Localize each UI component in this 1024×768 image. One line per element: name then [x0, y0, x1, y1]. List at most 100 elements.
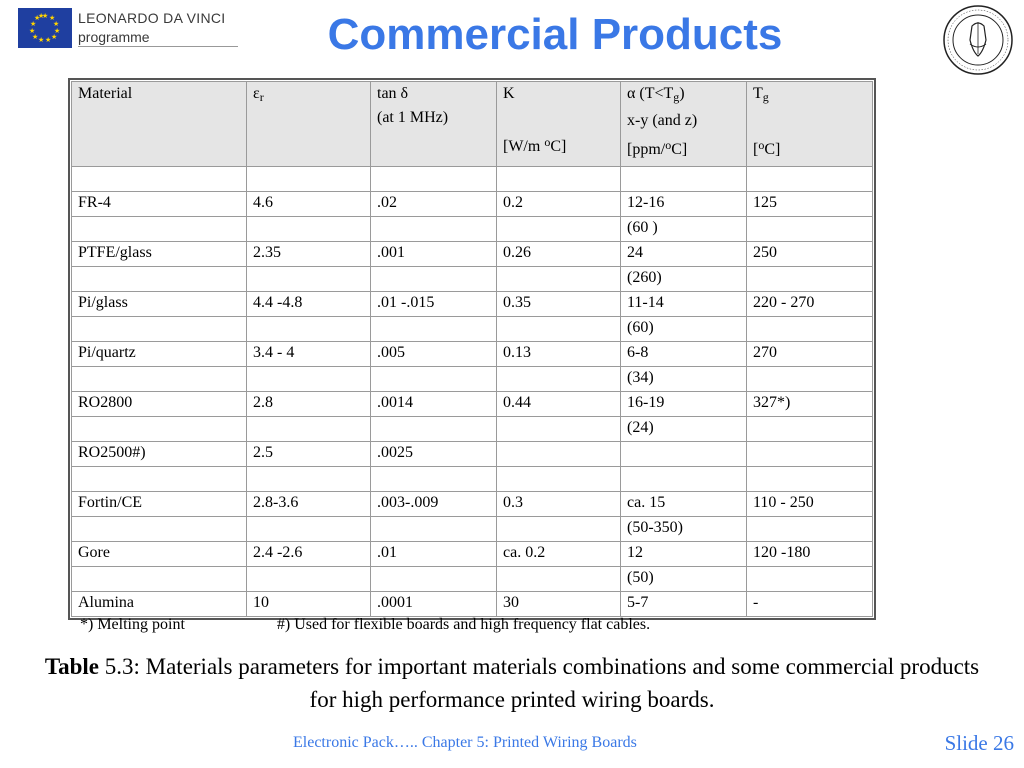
table-cell: 0.3 [496, 491, 621, 517]
header-expansion: α (T<Tg) x-y (and z) [ppm/oC] [620, 81, 747, 167]
table-cell: 2.8-3.6 [246, 491, 371, 517]
table-cell: ca. 0.2 [496, 541, 621, 567]
table-row: RO2800 2.8.0014 0.44 16-19 327*) [71, 391, 873, 417]
footnote-flexible-boards: #) Used for flexible boards and high fre… [276, 616, 651, 633]
table-cell [370, 216, 497, 242]
table-cell [71, 516, 247, 542]
table-cell: 0.35 [496, 291, 621, 317]
eu-flag-icon: ★ ★ ★ ★ ★ ★ ★ ★ ★ ★ ★ ★ [18, 8, 72, 48]
table-cell [496, 316, 621, 342]
table-cell: 0.44 [496, 391, 621, 417]
table-cell: 2.8 [246, 391, 371, 417]
table-cell [746, 316, 873, 342]
table-row: Fortin/CE 2.8-3.6.003-.009 0.3 ca. 15 110 - … [71, 491, 873, 517]
table-cell [496, 166, 621, 192]
table-cell: .005 [370, 341, 497, 367]
table-row [71, 466, 873, 492]
table-row: (50) [71, 566, 873, 592]
table-cell: 2.4 -2.6 [246, 541, 371, 567]
table-cell: 0.2 [496, 191, 621, 217]
table-cell [746, 166, 873, 192]
table-cell [246, 266, 371, 292]
table-cell: (60 ) [620, 216, 747, 242]
table-row: (60) [71, 316, 873, 342]
table-cell [71, 216, 247, 242]
table-row [71, 166, 873, 192]
table-cell: 270 [746, 341, 873, 367]
table-cell: .01 [370, 541, 497, 567]
table-cell [620, 166, 747, 192]
table-cell [496, 566, 621, 592]
table-cell: 4.4 -4.8 [246, 291, 371, 317]
table-cell [746, 516, 873, 542]
table-cell: 120 -180 [746, 541, 873, 567]
table-cell: 327*) [746, 391, 873, 417]
table-cell [746, 566, 873, 592]
table-cell [71, 266, 247, 292]
table-cell: - [746, 591, 873, 617]
table-caption: Table 5.3: Materials parameters for impo… [40, 650, 984, 716]
table-row: PTFE/glass 2.35.001 0.26 24 250 [71, 241, 873, 267]
table-cell: 0.26 [496, 241, 621, 267]
table-cell: Alumina [71, 591, 247, 617]
table-cell: RO2500#) [71, 441, 247, 467]
table-cell: Pi/glass [71, 291, 247, 317]
table-cell [246, 416, 371, 442]
table-cell [496, 466, 621, 492]
table-cell: Pi/quartz [71, 341, 247, 367]
table-cell: 250 [746, 241, 873, 267]
table-cell [370, 316, 497, 342]
table-cell [71, 466, 247, 492]
logo-line1: LEONARDO DA VINCI [78, 10, 226, 26]
table-cell: (50-350) [620, 516, 747, 542]
table-cell: RO2800 [71, 391, 247, 417]
header-thermal-conductivity: K [W/m oC] [496, 81, 621, 167]
footnote-melting-point: *) Melting point [80, 616, 185, 633]
table-cell [71, 366, 247, 392]
table-row: (60 ) [71, 216, 873, 242]
table-cell: .0025 [370, 441, 497, 467]
table-cell: (34) [620, 366, 747, 392]
table-cell [496, 216, 621, 242]
table-cell [496, 266, 621, 292]
table-header-row: Material εr tan δ (at 1 MHz) K [W/m oC] α… [71, 81, 873, 167]
table-cell: .01 -.015 [370, 291, 497, 317]
table-row: Alumina 10.0001 30 5-7- [71, 591, 873, 617]
table-cell [370, 516, 497, 542]
table-row: (50-350) [71, 516, 873, 542]
table-cell [496, 416, 621, 442]
table-cell [496, 516, 621, 542]
university-seal-icon [943, 5, 1013, 75]
header-permittivity: εr [246, 81, 371, 167]
table-cell: 2.5 [246, 441, 371, 467]
table-cell: .0001 [370, 591, 497, 617]
table-cell [496, 441, 621, 467]
table-cell: 2.35 [246, 241, 371, 267]
table-cell [71, 316, 247, 342]
table-cell [746, 366, 873, 392]
table-cell: .003-.009 [370, 491, 497, 517]
table-cell [620, 466, 747, 492]
slide-title: Commercial Products [327, 10, 783, 59]
table-cell [746, 266, 873, 292]
table-cell: 10 [246, 591, 371, 617]
table-cell [71, 166, 247, 192]
table-cell [71, 566, 247, 592]
table-cell [246, 516, 371, 542]
logo-rule [78, 46, 238, 47]
table-row: Pi/quartz 3.4 - 4.005 0.13 6-8 270 [71, 341, 873, 367]
table-cell [246, 566, 371, 592]
table-cell: 12 [620, 541, 747, 567]
table-cell [370, 366, 497, 392]
table-cell [246, 216, 371, 242]
header-glass-transition: Tg [oC] [746, 81, 873, 167]
table-cell: 110 - 250 [746, 491, 873, 517]
table-cell: (260) [620, 266, 747, 292]
table-cell [246, 466, 371, 492]
footnotes: *) Melting point #) Used for flexible bo… [80, 616, 650, 634]
materials-table: Material εr tan δ (at 1 MHz) K [W/m oC] α… [68, 78, 876, 620]
table-row: Pi/glass 4.4 -4.8.01 -.015 0.35 11-14 220 - … [71, 291, 873, 317]
table-cell [71, 416, 247, 442]
leonardo-da-vinci-logo: ★ ★ ★ ★ ★ ★ ★ ★ ★ ★ ★ ★ LEONARDO DA VINCI prog… [18, 8, 238, 48]
table-cell: (24) [620, 416, 747, 442]
